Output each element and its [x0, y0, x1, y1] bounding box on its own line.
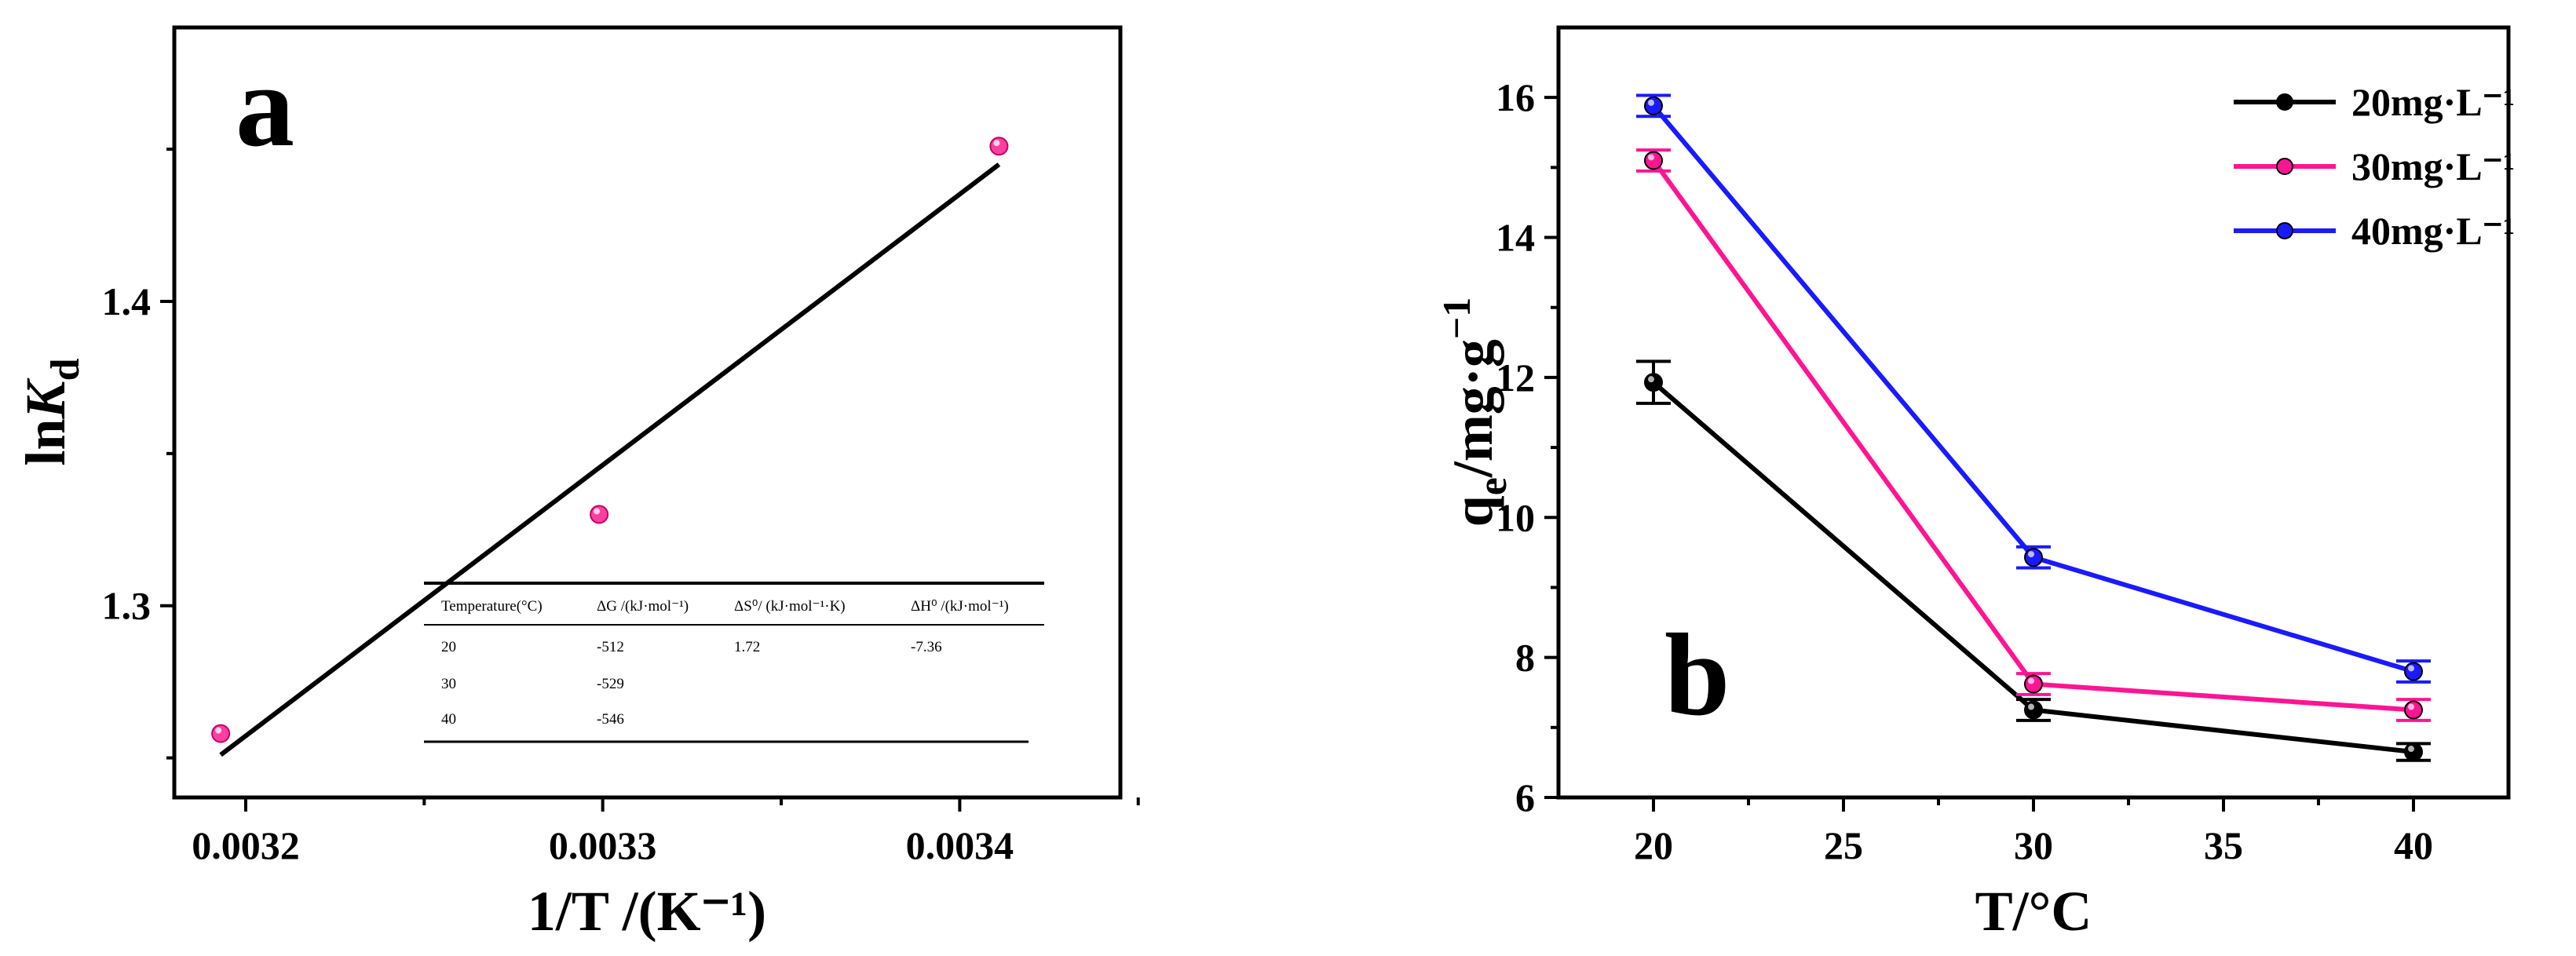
data-point — [2404, 743, 2423, 762]
panel-a-y-title-sub: d — [43, 358, 88, 381]
panel-a-x-tick-label: 0.0034 — [906, 823, 1014, 867]
table-header-cell: ΔG /(kJ·mol⁻¹) — [597, 598, 689, 615]
table-cell: 40 — [441, 711, 456, 728]
panel-a-y-tick-label: 1.3 — [102, 584, 152, 628]
panel-a-frame — [172, 25, 1123, 800]
data-point-highlight — [1648, 154, 1654, 161]
panel-a-y-title-main: ln — [14, 418, 77, 465]
panel-a-x-axis-title: 1/T /(K⁻¹) — [528, 880, 766, 943]
data-point — [590, 505, 609, 524]
panel-b-y-axis-title: qe/mg·g−1 — [1434, 297, 1515, 527]
thermodynamic-table: Temperature(°C) ΔG /(kJ·mol⁻¹) ΔS⁰/ (kJ·mo… — [424, 582, 1044, 743]
panel-b-x-axis-title: T/°C — [1975, 880, 2092, 943]
data-point-highlight — [1648, 376, 1654, 383]
data-point-highlight — [215, 727, 222, 734]
panel-a-letter: a — [236, 41, 294, 171]
panel-b-y-tick-label: 6 — [1515, 775, 1535, 819]
panel-a-x-tick-label: 0.0033 — [549, 823, 657, 867]
panel-a-y-title-var: K — [14, 377, 77, 419]
chart-panel-b: 20 25 30 35 40 6 8 10 12 14 16 b 20mg·L⁻¹ 30mg·L⁻¹ 4… — [1434, 25, 2515, 943]
table-header-cell: ΔH⁰ /(kJ·mol⁻¹) — [911, 598, 1009, 615]
table-cell: -546 — [597, 711, 624, 728]
panel-b-y-tick-label: 16 — [1496, 75, 1535, 119]
panel-b-y-title-main: q — [1441, 495, 1504, 527]
data-point-highlight — [2028, 703, 2034, 710]
data-point — [1644, 151, 1663, 170]
series-line — [1651, 104, 2414, 674]
panel-a-y-tick-label: 1.4 — [102, 279, 152, 323]
panel-b-y-title-rest: /mg·g — [1441, 339, 1504, 478]
legend-marker — [2276, 222, 2293, 239]
panel-b-y-tick-label: 12 — [1496, 356, 1535, 400]
data-point-highlight — [2408, 703, 2414, 710]
data-point — [211, 724, 231, 743]
data-point — [2024, 548, 2043, 567]
panel-a-y-axis-title: lnKd — [14, 358, 88, 465]
table-cell: 20 — [441, 639, 456, 655]
data-point — [2024, 700, 2043, 720]
data-point-highlight — [1648, 99, 1654, 106]
table-cell: -529 — [597, 676, 624, 692]
data-point — [2404, 662, 2423, 681]
table-header-cell: Temperature(°C) — [441, 598, 543, 615]
data-point-highlight — [2408, 665, 2414, 672]
legend-marker — [2276, 93, 2293, 111]
panel-a-x-tick-label: 0.0032 — [192, 823, 300, 867]
panel-b-x-tick-label: 35 — [2204, 823, 2243, 867]
table-cell: 30 — [441, 676, 456, 692]
data-point — [2404, 700, 2423, 720]
data-point — [989, 137, 1009, 156]
data-point-highlight — [2028, 677, 2034, 684]
table-cell: -512 — [597, 639, 624, 655]
legend-label: 40mg·L⁻¹ — [2351, 209, 2515, 253]
table-cell: -7.36 — [911, 639, 942, 655]
panel-b-y-title-sup: −1 — [1434, 297, 1478, 340]
table-header-cell: ΔS⁰/ (kJ·mol⁻¹·K) — [734, 598, 846, 615]
panel-b-x-tick-label: 40 — [2394, 823, 2433, 867]
panel-b-letter: b — [1664, 610, 1730, 740]
panel-b-x-tick-label: 20 — [1634, 823, 1673, 867]
panel-b-x-tick-label: 30 — [2014, 823, 2053, 867]
panel-b-x-tick-label: 25 — [1824, 823, 1863, 867]
panel-b-y-tick-label: 10 — [1496, 495, 1535, 539]
legend-marker — [2276, 158, 2293, 175]
data-point-highlight — [2408, 746, 2414, 753]
table-cell: 1.72 — [734, 639, 760, 655]
data-point-highlight — [2028, 551, 2034, 558]
legend-label: 20mg·L⁻¹ — [2351, 80, 2515, 124]
fit-line — [219, 162, 1001, 757]
data-point-highlight — [594, 508, 601, 515]
chart-panel-a: 0.0032 0.0033 0.0034 1.3 1.4 a Temperature(°… — [14, 25, 1140, 943]
data-point — [1644, 373, 1663, 392]
data-point-highlight — [993, 140, 1000, 147]
panel-b-y-title-sub: e — [1471, 477, 1515, 495]
data-point — [2024, 674, 2043, 694]
data-point — [1644, 96, 1663, 115]
panel-b-legend: 20mg·L⁻¹ 30mg·L⁻¹ 40mg·L⁻¹ — [2234, 80, 2515, 253]
panel-b-y-tick-label: 8 — [1515, 636, 1535, 680]
panel-b-y-tick-label: 14 — [1496, 216, 1535, 260]
legend-label: 30mg·L⁻¹ — [2351, 144, 2515, 188]
